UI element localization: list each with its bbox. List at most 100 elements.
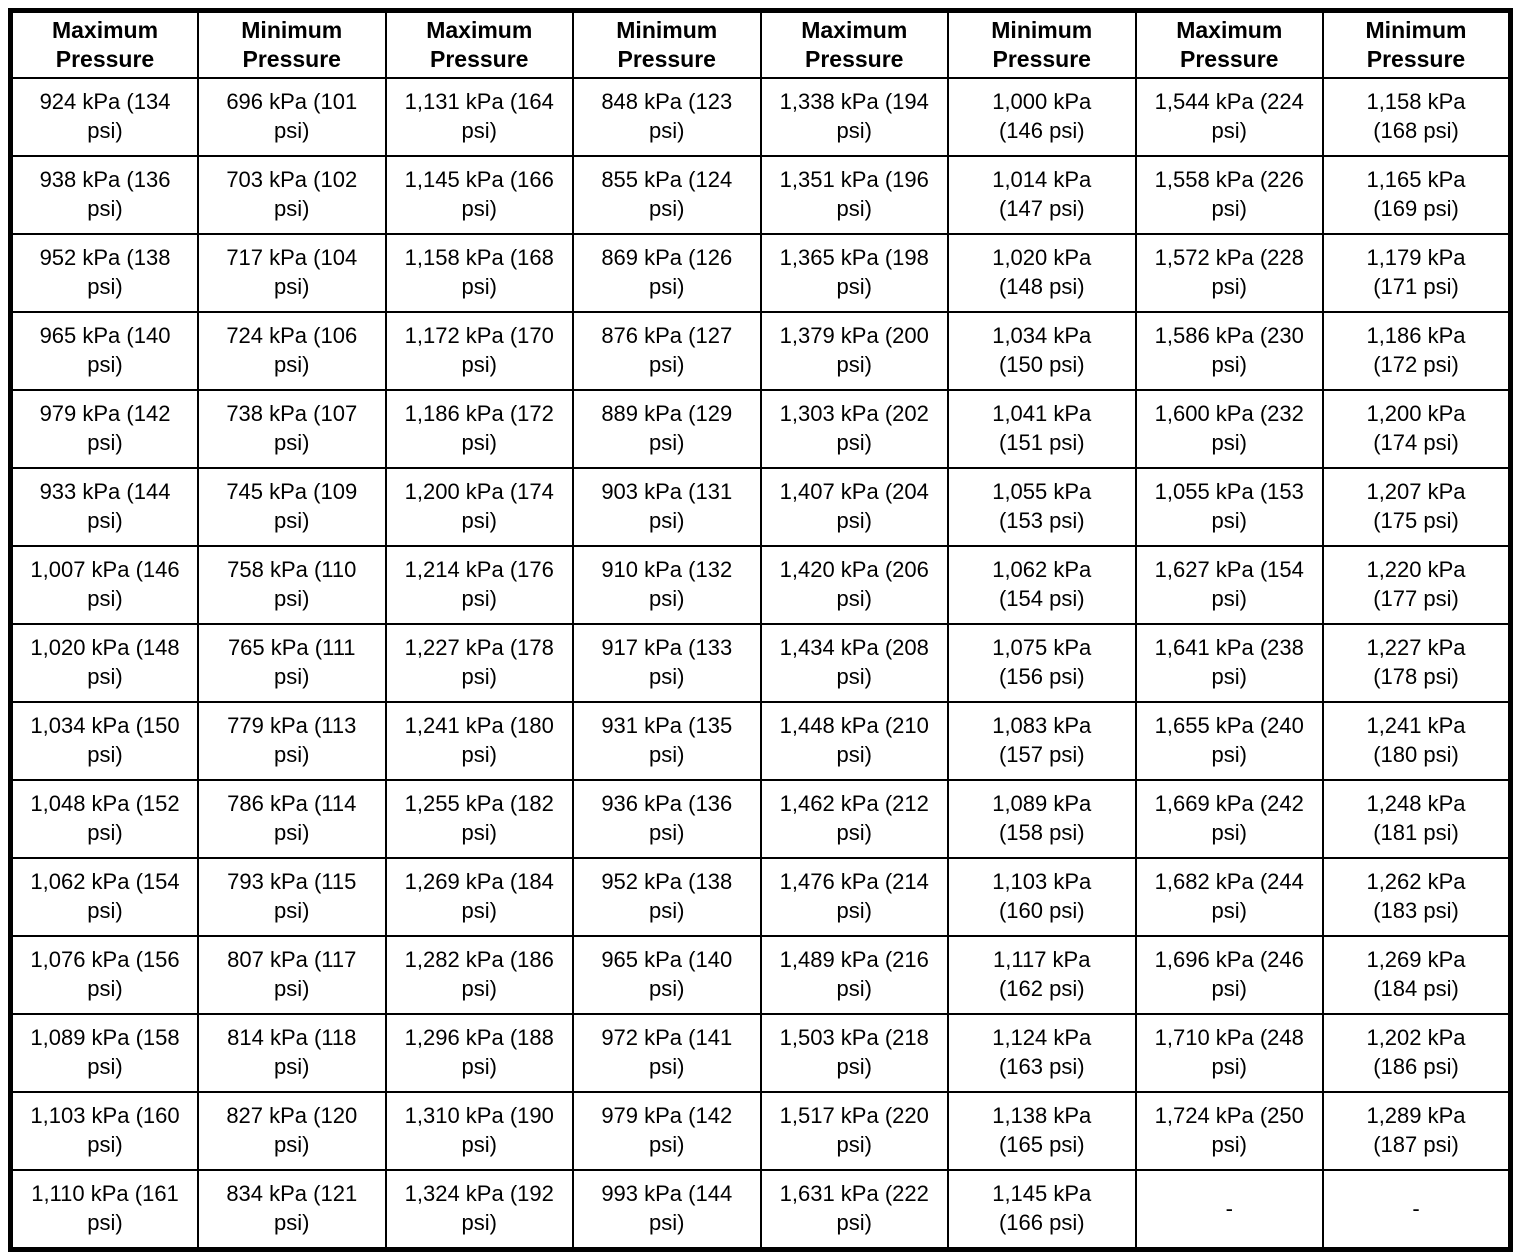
pressure-cell: 1,476 kPa (214 psi): [759, 857, 949, 937]
table-row: 938 kPa (136 psi) 703 kPa (102 psi) 1,145 …: [9, 155, 1512, 235]
pressure-cell: 1,214 kPa (176 psi): [384, 545, 574, 625]
table-row: 952 kPa (138 psi) 717 kPa (104 psi) 1,158 …: [9, 233, 1512, 313]
pressure-cell: 717 kPa (104 psi): [197, 233, 387, 313]
pressure-specification-table: Maximum Pressure Minimum Pressure Maximum …: [8, 8, 1513, 1252]
pressure-cell: 936 kPa (136 psi): [572, 779, 762, 859]
pressure-cell: 1,014 kPa (147 psi): [947, 155, 1137, 235]
table-header: Maximum Pressure Minimum Pressure Maximum …: [9, 9, 1512, 79]
pressure-cell: 1,434 kPa (208 psi): [759, 623, 949, 703]
pressure-cell: 1,200 kPa (174 psi): [1322, 389, 1512, 469]
pressure-cell: -: [1134, 1169, 1324, 1251]
pressure-cell: 1,269 kPa (184 psi): [384, 857, 574, 937]
pressure-cell: 1,303 kPa (202 psi): [759, 389, 949, 469]
pressure-cell: 1,241 kPa (180 psi): [1322, 701, 1512, 781]
pressure-cell: 703 kPa (102 psi): [197, 155, 387, 235]
table-row: 924 kPa (134 psi) 696 kPa (101 psi) 1,131 …: [9, 77, 1512, 157]
pressure-cell: 952 kPa (138 psi): [9, 233, 199, 313]
pressure-cell: 1,200 kPa (174 psi): [384, 467, 574, 547]
pressure-cell: 1,338 kPa (194 psi): [759, 77, 949, 157]
pressure-cell: 1,117 kPa (162 psi): [947, 935, 1137, 1015]
pressure-cell: 1,062 kPa (154 psi): [9, 857, 199, 937]
pressure-cell: 979 kPa (142 psi): [9, 389, 199, 469]
pressure-cell: 1,696 kPa (246 psi): [1134, 935, 1324, 1015]
pressure-cell: 1,145 kPa (166 psi): [947, 1169, 1137, 1251]
pressure-cell: 807 kPa (117 psi): [197, 935, 387, 1015]
pressure-cell: 855 kPa (124 psi): [572, 155, 762, 235]
table-row: 1,103 kPa (160 psi) 827 kPa (120 psi) 1,31…: [9, 1091, 1512, 1171]
pressure-cell: 1,448 kPa (210 psi): [759, 701, 949, 781]
header-row: Maximum Pressure Minimum Pressure Maximum …: [9, 9, 1512, 79]
pressure-cell: 1,282 kPa (186 psi): [384, 935, 574, 1015]
pressure-cell: 1,558 kPa (226 psi): [1134, 155, 1324, 235]
pressure-cell: 1,103 kPa (160 psi): [9, 1091, 199, 1171]
pressure-cell: 903 kPa (131 psi): [572, 467, 762, 547]
pressure-cell: 1,186 kPa (172 psi): [1322, 311, 1512, 391]
pressure-cell: 931 kPa (135 psi): [572, 701, 762, 781]
pressure-cell: 1,103 kPa (160 psi): [947, 857, 1137, 937]
table-row: 1,020 kPa (148 psi) 765 kPa (111 psi) 1,22…: [9, 623, 1512, 703]
pressure-cell: 724 kPa (106 psi): [197, 311, 387, 391]
pressure-cell: 1,289 kPa (187 psi): [1322, 1091, 1512, 1171]
pressure-cell: 965 kPa (140 psi): [572, 935, 762, 1015]
pressure-cell: 1,034 kPa (150 psi): [9, 701, 199, 781]
pressure-cell: 993 kPa (144 psi): [572, 1169, 762, 1251]
pressure-cell: 876 kPa (127 psi): [572, 311, 762, 391]
pressure-cell: 1,710 kPa (248 psi): [1134, 1013, 1324, 1093]
table-body: 924 kPa (134 psi) 696 kPa (101 psi) 1,131 …: [9, 77, 1512, 1251]
pressure-cell: 1,544 kPa (224 psi): [1134, 77, 1324, 157]
pressure-cell: 1,682 kPa (244 psi): [1134, 857, 1324, 937]
pressure-cell: 786 kPa (114 psi): [197, 779, 387, 859]
pressure-cell: 889 kPa (129 psi): [572, 389, 762, 469]
pressure-cell: 1,000 kPa (146 psi): [947, 77, 1137, 157]
pressure-cell: 1,220 kPa (177 psi): [1322, 545, 1512, 625]
pressure-cell: 1,007 kPa (146 psi): [9, 545, 199, 625]
pressure-cell: 834 kPa (121 psi): [197, 1169, 387, 1251]
column-header-maximum-pressure: Maximum Pressure: [384, 9, 574, 79]
pressure-cell: 1,586 kPa (230 psi): [1134, 311, 1324, 391]
pressure-cell: 1,089 kPa (158 psi): [9, 1013, 199, 1093]
table-row: 1,110 kPa (161 psi) 834 kPa (121 psi) 1,32…: [9, 1169, 1512, 1251]
pressure-cell: 1,020 kPa (148 psi): [9, 623, 199, 703]
pressure-cell: 1,207 kPa (175 psi): [1322, 467, 1512, 547]
pressure-cell: 1,227 kPa (178 psi): [384, 623, 574, 703]
pressure-cell: 1,241 kPa (180 psi): [384, 701, 574, 781]
pressure-cell: 1,034 kPa (150 psi): [947, 311, 1137, 391]
pressure-cell: 952 kPa (138 psi): [572, 857, 762, 937]
pressure-cell: 938 kPa (136 psi): [9, 155, 199, 235]
pressure-cell: 1,572 kPa (228 psi): [1134, 233, 1324, 313]
pressure-cell: 1,324 kPa (192 psi): [384, 1169, 574, 1251]
pressure-cell: 924 kPa (134 psi): [9, 77, 199, 157]
pressure-cell: 869 kPa (126 psi): [572, 233, 762, 313]
pressure-cell: 1,075 kPa (156 psi): [947, 623, 1137, 703]
pressure-cell: 1,158 kPa (168 psi): [1322, 77, 1512, 157]
pressure-cell: 1,462 kPa (212 psi): [759, 779, 949, 859]
pressure-cell: 1,627 kPa (154 psi): [1134, 545, 1324, 625]
column-header-maximum-pressure: Maximum Pressure: [1134, 9, 1324, 79]
column-header-minimum-pressure: Minimum Pressure: [947, 9, 1137, 79]
pressure-cell: 1,351 kPa (196 psi): [759, 155, 949, 235]
pressure-cell: 1,186 kPa (172 psi): [384, 389, 574, 469]
pressure-cell: 933 kPa (144 psi): [9, 467, 199, 547]
table-row: 1,034 kPa (150 psi) 779 kPa (113 psi) 1,24…: [9, 701, 1512, 781]
pressure-cell: 765 kPa (111 psi): [197, 623, 387, 703]
pressure-cell: 1,503 kPa (218 psi): [759, 1013, 949, 1093]
pressure-cell: 1,379 kPa (200 psi): [759, 311, 949, 391]
pressure-cell: 1,158 kPa (168 psi): [384, 233, 574, 313]
pressure-cell: 1,055 kPa (153 psi): [947, 467, 1137, 547]
pressure-cell: 1,669 kPa (242 psi): [1134, 779, 1324, 859]
pressure-cell: 1,420 kPa (206 psi): [759, 545, 949, 625]
pressure-cell: 1,631 kPa (222 psi): [759, 1169, 949, 1251]
pressure-cell: 1,062 kPa (154 psi): [947, 545, 1137, 625]
table-row: 1,048 kPa (152 psi) 786 kPa (114 psi) 1,25…: [9, 779, 1512, 859]
pressure-cell: 1,145 kPa (166 psi): [384, 155, 574, 235]
pressure-cell: 1,083 kPa (157 psi): [947, 701, 1137, 781]
column-header-minimum-pressure: Minimum Pressure: [572, 9, 762, 79]
pressure-cell: 1,248 kPa (181 psi): [1322, 779, 1512, 859]
pressure-cell: 779 kPa (113 psi): [197, 701, 387, 781]
pressure-cell: 745 kPa (109 psi): [197, 467, 387, 547]
pressure-cell: 1,124 kPa (163 psi): [947, 1013, 1137, 1093]
pressure-cell: 1,110 kPa (161 psi): [9, 1169, 199, 1251]
pressure-cell: 972 kPa (141 psi): [572, 1013, 762, 1093]
pressure-cell: 1,262 kPa (183 psi): [1322, 857, 1512, 937]
pressure-cell: 1,724 kPa (250 psi): [1134, 1091, 1324, 1171]
